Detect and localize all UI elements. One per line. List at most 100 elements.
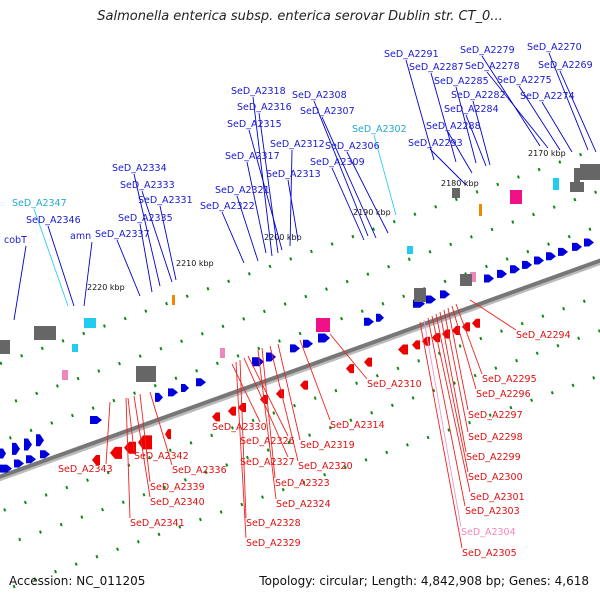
reverse-rna-feature[interactable] [220, 348, 225, 358]
forward-gene[interactable] [584, 238, 594, 247]
gene-label-sed_a2322[interactable]: SeD_A2322 [200, 201, 255, 212]
forward-gene[interactable] [14, 459, 24, 468]
gene-label-sed_a2321[interactable]: SeD_A2321 [215, 185, 270, 196]
forward-gene[interactable] [24, 438, 32, 451]
gene-label-sed_a2297[interactable]: SeD_A2297 [468, 410, 523, 421]
gene-label-sed_a2327[interactable]: SeD_A2327 [240, 457, 295, 468]
reverse-gene[interactable] [110, 446, 122, 459]
gene-label-sed_a2310[interactable]: SeD_A2310 [367, 379, 422, 390]
forward-gene[interactable] [40, 450, 50, 459]
reverse-gene[interactable] [92, 455, 100, 466]
forward-gene[interactable] [484, 274, 494, 283]
forward-gene[interactable] [290, 344, 300, 353]
forward-gene[interactable] [196, 378, 206, 387]
gene-label-sed_a2330[interactable]: SeD_A2330 [212, 422, 267, 433]
gene-label-sed_a2337[interactable]: SeD_A2337 [95, 229, 150, 240]
gene-label-sed_a2278[interactable]: SeD_A2278 [465, 61, 520, 72]
gene-label-sed_a2336[interactable]: SeD_A2336 [172, 465, 227, 476]
gene-label-sed_a2275[interactable]: SeD_A2275 [497, 75, 552, 86]
reverse-gene[interactable] [412, 340, 420, 350]
gene-label-sed_a2347[interactable]: SeD_A2347 [12, 198, 67, 209]
forward-gene[interactable] [318, 333, 330, 343]
gene-label-sed_a2302[interactable]: SeD_A2302 [352, 124, 407, 135]
gene-label-sed_a2335[interactable]: SeD_A2335 [118, 213, 173, 224]
gene-label-sed_a2339[interactable]: SeD_A2339 [150, 482, 205, 493]
gene-label-sed_a2343[interactable]: SeD_A2343 [58, 464, 113, 475]
forward-gene[interactable] [168, 388, 178, 397]
reverse-gene[interactable] [432, 333, 440, 343]
gene-label-sed_a2328[interactable]: SeD_A2328 [246, 518, 301, 529]
forward-gene[interactable] [440, 290, 450, 299]
gene-label-sed_a2291[interactable]: SeD_A2291 [384, 49, 439, 60]
gene-label-sed_a2333[interactable]: SeD_A2333 [120, 180, 175, 191]
reverse-rna-feature[interactable] [62, 370, 68, 380]
forward-gene[interactable] [376, 313, 384, 322]
forward-gene[interactable] [90, 416, 102, 425]
gene-label-sed_a2315[interactable]: SeD_A2315 [227, 119, 282, 130]
gene-label-sed_a2326[interactable]: SeD_A2326 [240, 436, 295, 447]
gene-label-sed_a2270[interactable]: SeD_A2270 [527, 42, 582, 53]
gene-label-sed_a2295[interactable]: SeD_A2295 [482, 374, 537, 385]
forward-gene[interactable] [558, 247, 568, 256]
gene-label-sed_a2317[interactable]: SeD_A2317 [225, 151, 280, 162]
gene-label-sed_a2288[interactable]: SeD_A2288 [426, 121, 481, 132]
forward-gene[interactable] [0, 464, 12, 473]
forward-rna-feature[interactable] [84, 318, 96, 328]
gene-label-sed_a2334[interactable]: SeD_A2334 [112, 163, 167, 174]
reverse-gene[interactable] [165, 429, 171, 440]
gene-label-sed_a2269[interactable]: SeD_A2269 [538, 60, 593, 71]
reverse-gene[interactable] [346, 364, 354, 374]
gene-label-sed_a2299[interactable]: SeD_A2299 [466, 452, 521, 463]
gene-label-sed_a2301[interactable]: SeD_A2301 [470, 492, 525, 503]
gene-label-sed_a2316[interactable]: SeD_A2316 [237, 102, 292, 113]
gene-label-sed_a2294[interactable]: SeD_A2294 [516, 330, 571, 341]
gene-label-sed_a2304[interactable]: SeD_A2304 [461, 527, 516, 538]
gene-label-sed_a2285[interactable]: SeD_A2285 [434, 76, 489, 87]
forward-gene[interactable] [26, 455, 36, 464]
gene-label-sed_a2320[interactable]: SeD_A2320 [298, 461, 353, 472]
forward-gene[interactable] [522, 260, 532, 269]
gene-label-sed_a2282[interactable]: SeD_A2282 [451, 90, 506, 101]
reverse-rna-feature[interactable] [470, 272, 476, 282]
reverse-gene[interactable] [212, 412, 220, 422]
gene-label-sed_a2303[interactable]: SeD_A2303 [465, 506, 520, 517]
gene-label-sed_a2274[interactable]: SeD_A2274 [520, 91, 575, 102]
gene-label-amn[interactable]: amn [70, 231, 91, 242]
gene-label-sed_a2324[interactable]: SeD_A2324 [276, 499, 331, 510]
reverse-rna-feature[interactable] [316, 318, 330, 332]
forward-rna-feature[interactable] [553, 178, 559, 190]
forward-gene[interactable] [266, 352, 276, 362]
gene-label-sed_a2279[interactable]: SeD_A2279 [460, 45, 515, 56]
gene-label-sed_a2287[interactable]: SeD_A2287 [409, 62, 464, 73]
forward-gene[interactable] [36, 434, 44, 447]
gene-label-sed_a2296[interactable]: SeD_A2296 [476, 389, 531, 400]
gene-label-sed_a2342[interactable]: SeD_A2342 [134, 451, 189, 462]
gene-label-sed_a2298[interactable]: SeD_A2298 [468, 432, 523, 443]
gene-label-sed_a2293[interactable]: SeD_A2293 [408, 138, 463, 149]
forward-gene[interactable] [155, 392, 163, 402]
gene-label-sed_a2323[interactable]: SeD_A2323 [275, 478, 330, 489]
gene-label-sed_a2331[interactable]: SeD_A2331 [138, 195, 193, 206]
forward-gene[interactable] [497, 269, 507, 278]
forward-rna-feature[interactable] [72, 344, 78, 352]
gene-label-sed_a2307[interactable]: SeD_A2307 [300, 106, 355, 117]
forward-gene[interactable] [572, 242, 582, 251]
gene-label-cobt[interactable]: cobT [4, 235, 27, 246]
gene-label-sed_a2312[interactable]: SeD_A2312 [270, 139, 325, 150]
gene-label-sed_a2341[interactable]: SeD_A2341 [130, 518, 185, 529]
forward-gene[interactable] [303, 339, 313, 348]
reverse-gene[interactable] [398, 344, 408, 355]
forward-gene[interactable] [0, 449, 4, 458]
forward-gene[interactable] [534, 256, 544, 265]
gene-label-sed_a2314[interactable]: SeD_A2314 [330, 420, 385, 431]
reverse-gene[interactable] [364, 357, 372, 367]
forward-gene[interactable] [12, 442, 20, 455]
gene-label-sed_a2300[interactable]: SeD_A2300 [468, 472, 523, 483]
forward-rna-feature[interactable] [407, 246, 413, 254]
forward-gene[interactable] [426, 295, 436, 304]
forward-gene[interactable] [510, 265, 520, 274]
gene-label-sed_a2305[interactable]: SeD_A2305 [462, 548, 517, 559]
gene-label-sed_a2309[interactable]: SeD_A2309 [310, 157, 365, 168]
gene-label-sed_a2346[interactable]: SeD_A2346 [26, 215, 81, 226]
